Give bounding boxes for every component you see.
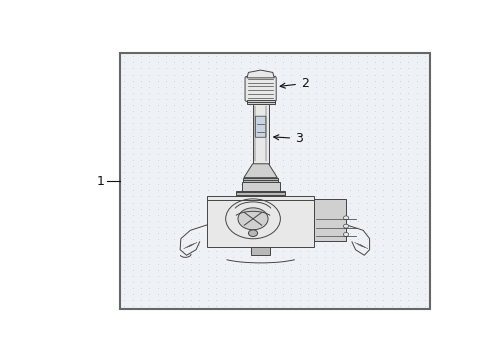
Bar: [120, 53, 430, 309]
Bar: [242, 183, 280, 191]
Bar: [314, 199, 346, 242]
Bar: [236, 191, 285, 196]
FancyBboxPatch shape: [245, 76, 276, 102]
Circle shape: [248, 230, 258, 237]
Text: 3: 3: [274, 132, 303, 145]
Circle shape: [343, 216, 349, 220]
FancyBboxPatch shape: [255, 116, 266, 137]
Circle shape: [343, 224, 349, 228]
Text: 2: 2: [280, 77, 309, 90]
Bar: [251, 247, 270, 255]
Polygon shape: [247, 70, 274, 78]
Circle shape: [238, 208, 268, 230]
Bar: [207, 196, 314, 247]
Circle shape: [343, 233, 349, 237]
Bar: [253, 104, 269, 164]
Bar: [246, 100, 275, 104]
Bar: [243, 177, 278, 183]
Polygon shape: [244, 164, 277, 177]
Text: 1: 1: [97, 175, 105, 188]
